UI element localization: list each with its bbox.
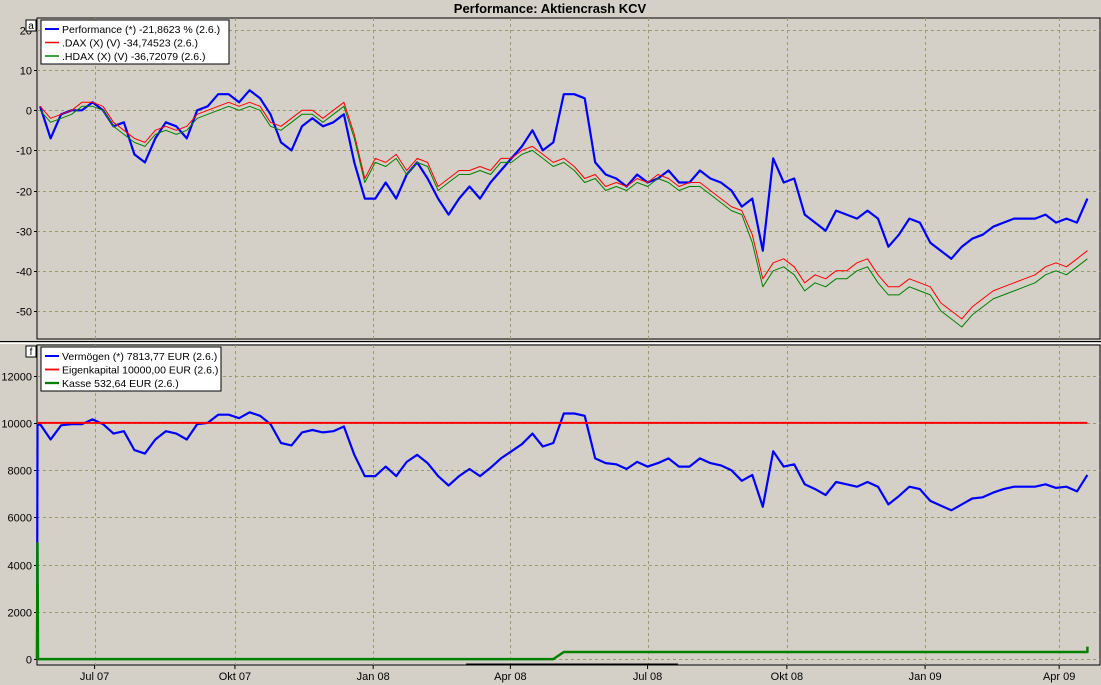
legend-entry-label: Vermögen (*) 7813,77 EUR (2.6.) [62,351,217,363]
x-tick-label: Jul 08 [633,671,662,683]
y-tick-label: -50 [16,307,32,319]
y-tick-label: -10 [16,146,32,158]
series-line-0 [35,411,1089,660]
panel-tag-a-label: a [28,21,34,32]
y-tick-label: -40 [16,267,32,279]
legend-entry-label: .HDAX (X) (V) -36,72079 (2.6.) [62,51,206,63]
y-tick-label: 0 [26,655,32,667]
x-tick-label: Okt 08 [771,671,803,683]
series-line-2 [35,542,1089,661]
x-tick-label: Apr 08 [494,671,526,683]
wealth-y-axis: 12000 10000 8000 6000 4000 2000 0 [1,372,37,667]
panel-tag-a-box [25,19,37,32]
x-tick-label: Jan 08 [357,671,390,683]
legend-entry-label: Performance (*) -21,8623 % (2.6.) [62,24,220,36]
chart-title: Performance: Aktiencrash KCV [454,1,647,16]
x-tick-label: Apr 09 [1043,671,1075,683]
performance-panel: 20100-10-20-30-40-50 a Performance (*) -… [16,17,1101,340]
y-tick-label: -20 [16,187,32,199]
series-line-1 [39,101,1088,320]
y-tick-label: 2000 [8,608,32,620]
panel-tag-f[interactable]: f [25,345,37,358]
panel-tag-f-box [25,345,37,358]
performance-y-axis: 20100-10-20-30-40-50 [16,26,37,319]
y-tick-label: 10000 [1,419,32,431]
y-tick-label: 6000 [8,513,32,525]
y-tick-label: 0 [26,106,32,118]
legend-entry-label: .DAX (X) (V) -34,74523 (2.6.) [62,38,198,50]
performance-series [39,89,1089,328]
y-tick-label: -30 [16,227,32,239]
x-tick-label: Okt 07 [219,671,251,683]
series-line-2 [39,105,1088,328]
wealth-legend: Vermögen (*) 7813,77 EUR (2.6.) Eigenkapi… [40,346,222,392]
wealth-series [35,411,1089,661]
y-tick-label: 4000 [8,561,32,573]
wealth-grid [37,345,1100,665]
y-tick-label: 8000 [8,466,32,478]
wealth-legend-box [40,346,222,392]
panel-tag-f-label: f [30,347,33,358]
performance-legend: Performance (*) -21,8623 % (2.6.) .DAX (X… [40,19,230,65]
performance-legend-box [40,19,230,65]
series-line-0 [39,89,1089,260]
legend-entry-label: Kasse 532,64 EUR (2.6.) [62,378,179,390]
x-tick-label: Jul 07 [80,671,109,683]
legend-entry-label: Eigenkapital 10000,00 EUR (2.6.) [62,365,218,377]
performance-plot-frame [36,17,1101,340]
x-axis: Jul 07 Okt 07 Jan 08 Apr 08 Jul 08 Okt 08 Jan … [80,665,1075,683]
y-tick-label: 10 [20,66,32,78]
y-tick-label: 12000 [1,372,32,384]
wealth-panel: 12000 10000 8000 6000 4000 2000 0 f Vermögen (… [1,344,1101,667]
x-tick-label: Jan 09 [909,671,942,683]
panel-tag-a[interactable]: a [25,19,37,32]
